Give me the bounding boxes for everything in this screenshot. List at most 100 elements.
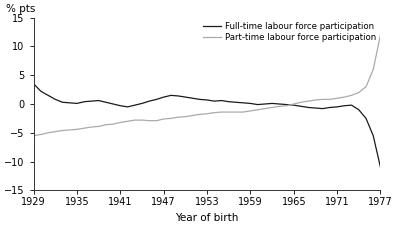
Part-time labour force participation: [364, 85, 368, 88]
Full-time labour force participation: [205, 99, 210, 101]
Part-time labour force participation: [277, 105, 282, 108]
Full-time labour force participation: [82, 100, 87, 103]
Full-time labour force participation: [219, 99, 224, 102]
Full-time labour force participation: [183, 96, 188, 99]
Full-time labour force participation: [291, 104, 296, 106]
Full-time labour force participation: [75, 102, 79, 105]
Full-time labour force participation: [169, 94, 173, 97]
Part-time labour force participation: [262, 107, 267, 110]
Part-time labour force participation: [291, 103, 296, 105]
Part-time labour force participation: [96, 125, 101, 128]
Full-time labour force participation: [39, 90, 43, 93]
Part-time labour force participation: [176, 116, 181, 118]
Full-time labour force participation: [53, 98, 58, 101]
Part-time labour force participation: [212, 111, 217, 114]
Part-time labour force participation: [161, 118, 166, 120]
Part-time labour force participation: [46, 131, 50, 134]
Part-time labour force participation: [82, 127, 87, 130]
Part-time labour force participation: [328, 98, 332, 101]
Part-time labour force participation: [205, 112, 210, 115]
X-axis label: Year of birth: Year of birth: [175, 213, 239, 223]
Part-time labour force participation: [233, 111, 238, 114]
Part-time labour force participation: [67, 128, 72, 131]
Part-time labour force participation: [60, 129, 65, 132]
Full-time labour force participation: [313, 107, 318, 109]
Part-time labour force participation: [255, 108, 260, 111]
Full-time labour force participation: [335, 106, 339, 108]
Full-time labour force participation: [89, 100, 94, 102]
Part-time labour force participation: [306, 100, 310, 102]
Full-time labour force participation: [357, 108, 361, 111]
Part-time labour force participation: [226, 111, 231, 114]
Part-time labour force participation: [197, 113, 202, 116]
Full-time labour force participation: [262, 103, 267, 105]
Part-time labour force participation: [190, 114, 195, 117]
Full-time labour force participation: [140, 102, 145, 105]
Part-time labour force participation: [154, 119, 159, 122]
Part-time labour force participation: [270, 106, 274, 109]
Full-time labour force participation: [96, 99, 101, 102]
Part-time labour force participation: [335, 97, 339, 100]
Part-time labour force participation: [349, 94, 354, 97]
Full-time labour force participation: [46, 94, 50, 97]
Full-time labour force participation: [248, 102, 253, 105]
Part-time labour force participation: [53, 130, 58, 133]
Full-time labour force participation: [306, 106, 310, 109]
Full-time labour force participation: [111, 103, 116, 105]
Full-time labour force participation: [226, 100, 231, 103]
Part-time labour force participation: [183, 115, 188, 118]
Line: Part-time labour force participation: Part-time labour force participation: [34, 35, 380, 136]
Part-time labour force participation: [320, 98, 325, 101]
Part-time labour force participation: [125, 120, 130, 123]
Full-time labour force participation: [371, 134, 376, 137]
Full-time labour force participation: [118, 104, 123, 107]
Full-time labour force participation: [255, 103, 260, 106]
Full-time labour force participation: [270, 102, 274, 105]
Full-time labour force participation: [277, 103, 282, 105]
Full-time labour force participation: [212, 100, 217, 102]
Part-time labour force participation: [89, 126, 94, 128]
Full-time labour force participation: [241, 101, 246, 104]
Part-time labour force participation: [75, 128, 79, 131]
Part-time labour force participation: [111, 123, 116, 126]
Part-time labour force participation: [342, 96, 347, 99]
Full-time labour force participation: [133, 104, 137, 106]
Full-time labour force participation: [197, 98, 202, 101]
Part-time labour force participation: [140, 119, 145, 121]
Legend: Full-time labour force participation, Part-time labour force participation: Full-time labour force participation, Pa…: [203, 22, 376, 42]
Full-time labour force participation: [31, 82, 36, 85]
Full-time labour force participation: [233, 101, 238, 104]
Part-time labour force participation: [299, 101, 303, 104]
Text: % pts: % pts: [6, 4, 35, 14]
Part-time labour force participation: [371, 68, 376, 71]
Full-time labour force participation: [67, 101, 72, 104]
Part-time labour force participation: [357, 91, 361, 94]
Full-time labour force participation: [104, 101, 108, 104]
Part-time labour force participation: [313, 99, 318, 101]
Part-time labour force participation: [248, 110, 253, 112]
Line: Full-time labour force participation: Full-time labour force participation: [34, 84, 380, 167]
Part-time labour force participation: [169, 117, 173, 120]
Full-time labour force participation: [299, 105, 303, 108]
Full-time labour force participation: [342, 104, 347, 107]
Part-time labour force participation: [284, 104, 289, 107]
Full-time labour force participation: [378, 166, 383, 169]
Part-time labour force participation: [39, 133, 43, 136]
Full-time labour force participation: [154, 98, 159, 101]
Full-time labour force participation: [328, 106, 332, 109]
Part-time labour force participation: [118, 121, 123, 124]
Full-time labour force participation: [349, 104, 354, 106]
Part-time labour force participation: [31, 134, 36, 137]
Part-time labour force participation: [219, 111, 224, 114]
Full-time labour force participation: [176, 95, 181, 97]
Full-time labour force participation: [147, 100, 152, 102]
Full-time labour force participation: [364, 117, 368, 120]
Full-time labour force participation: [60, 101, 65, 104]
Full-time labour force participation: [161, 96, 166, 99]
Part-time labour force participation: [104, 123, 108, 126]
Part-time labour force participation: [241, 111, 246, 114]
Full-time labour force participation: [284, 103, 289, 106]
Full-time labour force participation: [190, 97, 195, 100]
Full-time labour force participation: [125, 106, 130, 108]
Part-time labour force participation: [133, 119, 137, 121]
